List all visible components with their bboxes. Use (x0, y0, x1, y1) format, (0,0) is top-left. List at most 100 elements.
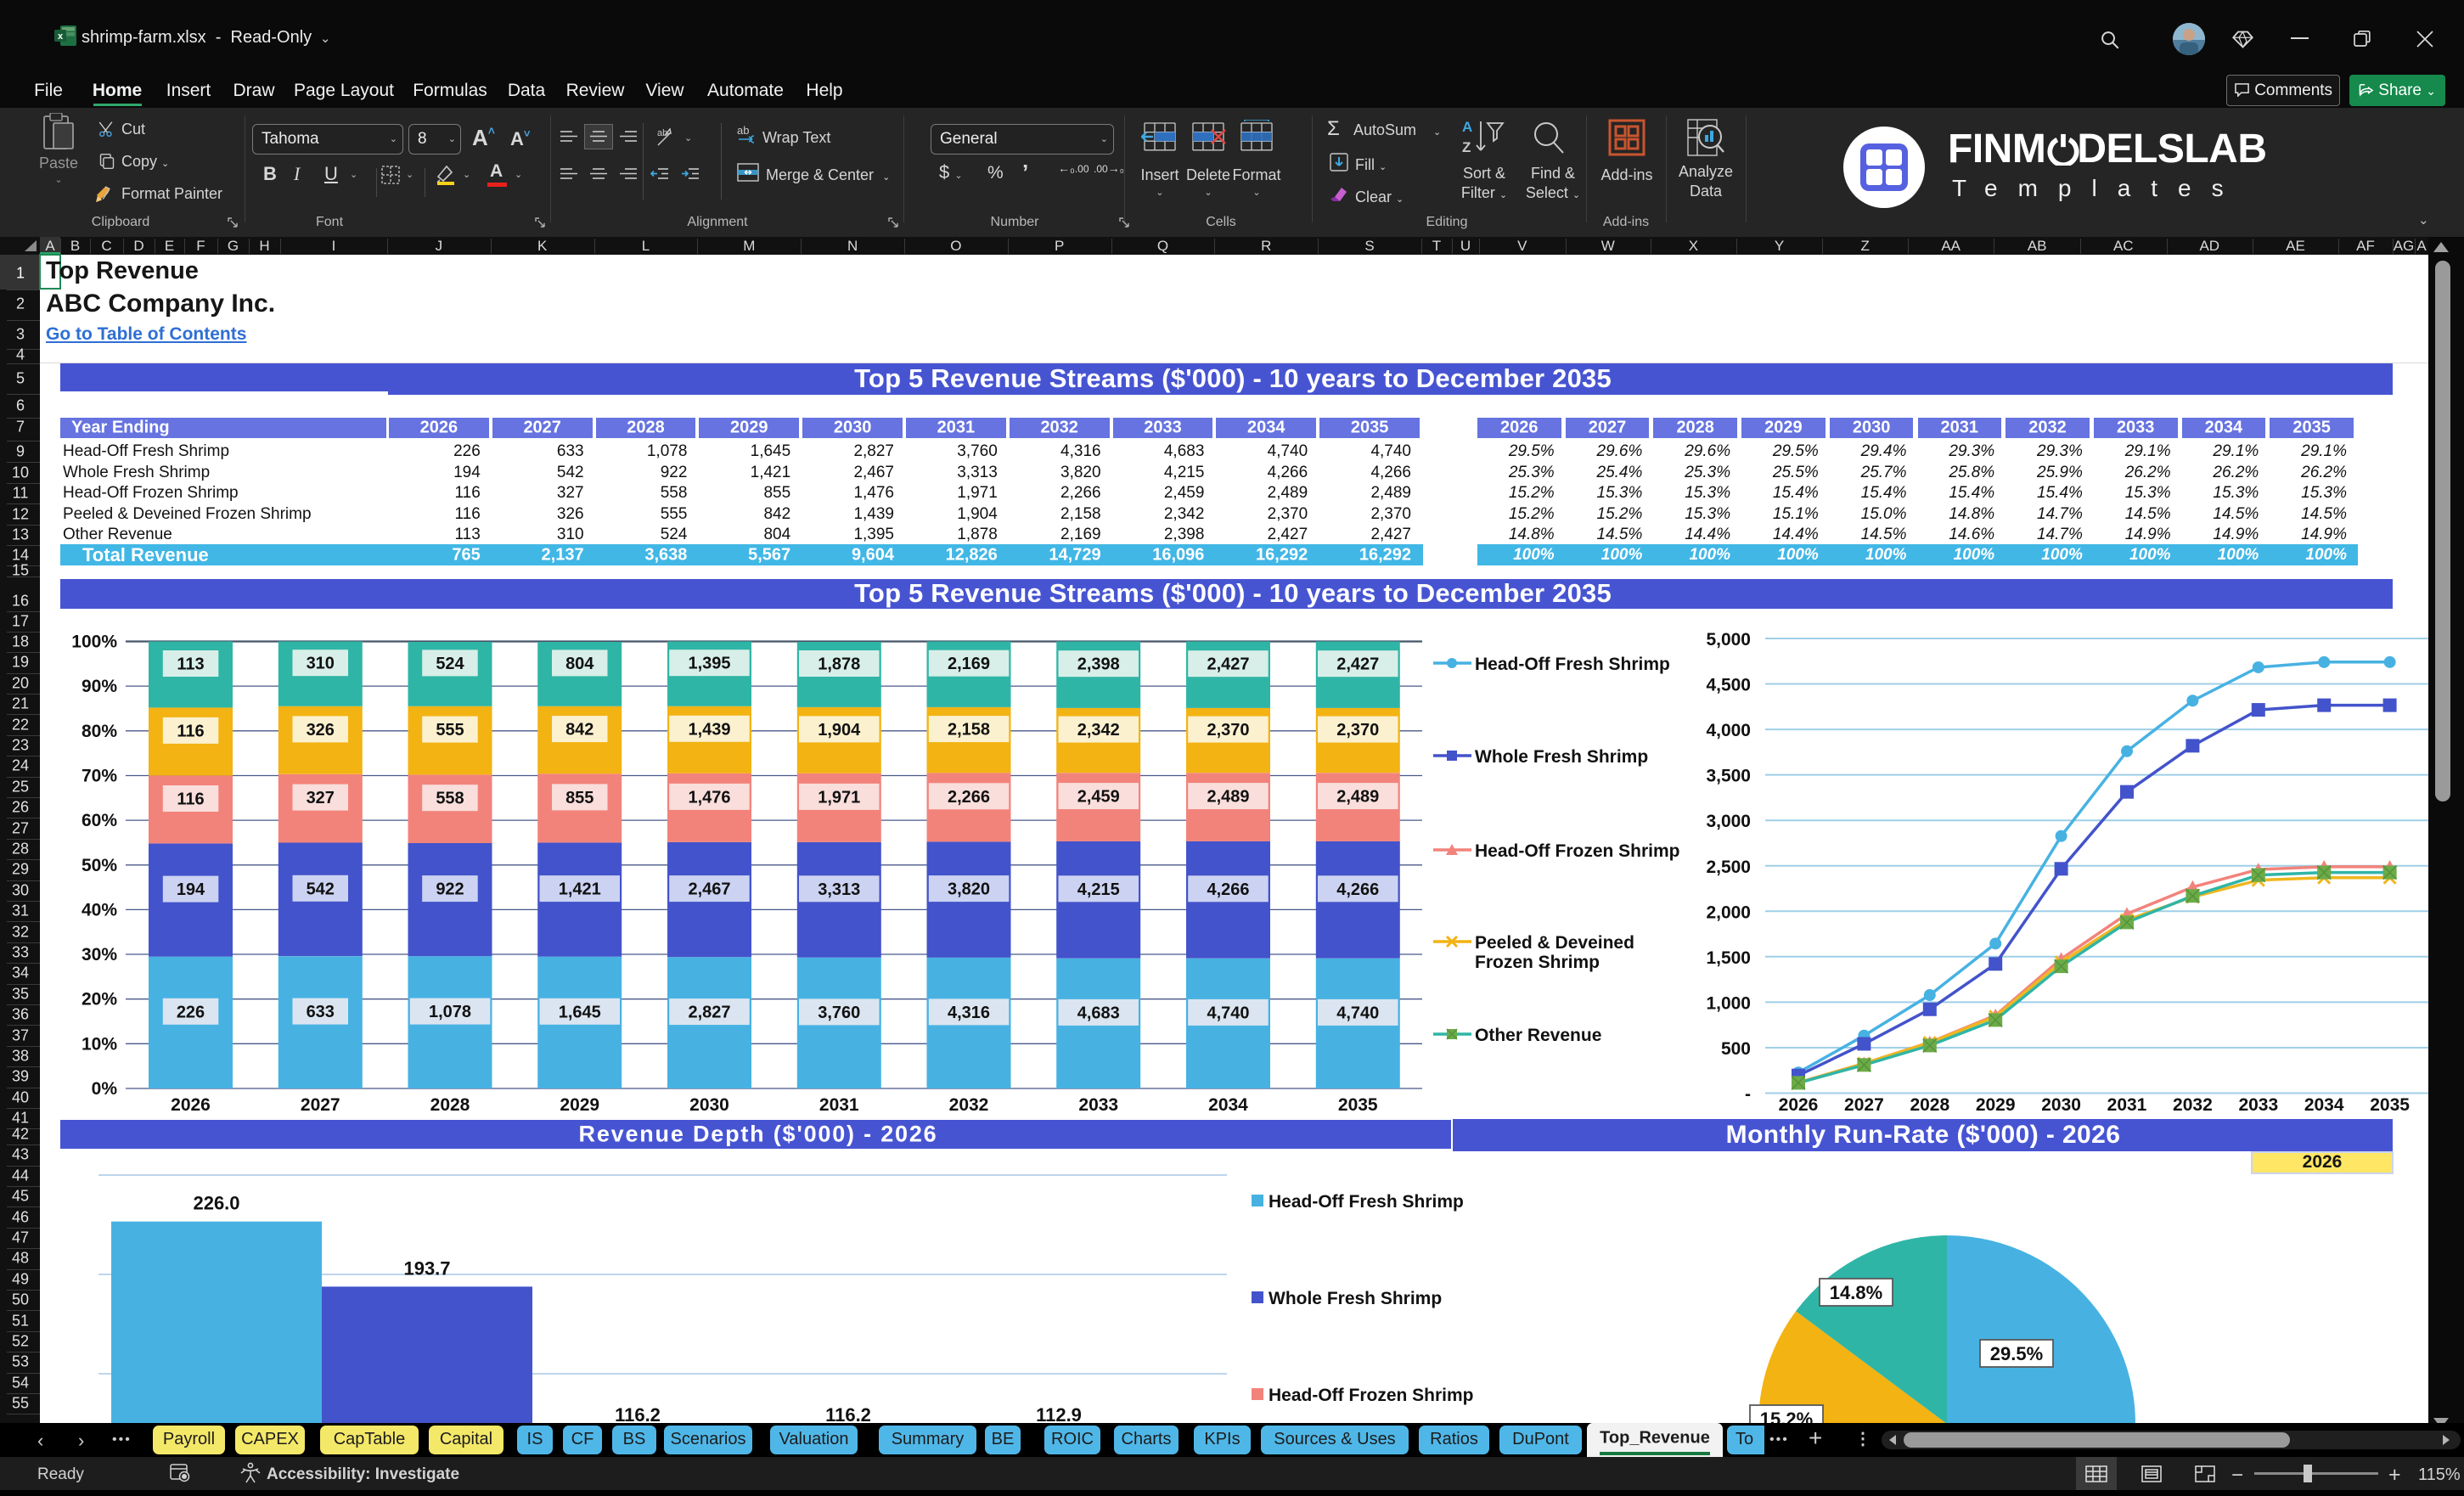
svg-text:2035: 2035 (1338, 1095, 1378, 1115)
svg-text:1,421: 1,421 (559, 880, 601, 899)
svg-text:2,370: 2,370 (1207, 721, 1249, 740)
svg-text:3,313: 3,313 (818, 880, 860, 899)
svg-text:2029: 2029 (1976, 1095, 2016, 1115)
svg-text:2028: 2028 (1910, 1095, 1949, 1115)
svg-text:112.9: 112.9 (1036, 1404, 1082, 1426)
svg-text:2,459: 2,459 (1077, 788, 1120, 807)
svg-text:1,395: 1,395 (688, 655, 730, 673)
svg-text:327: 327 (307, 789, 335, 807)
svg-text:2034: 2034 (1208, 1095, 1248, 1115)
svg-text:40%: 40% (82, 900, 117, 920)
svg-text:4,266: 4,266 (1336, 880, 1379, 899)
svg-text:116.2: 116.2 (825, 1404, 871, 1426)
svg-text:Head-Off Fresh Shrimp: Head-Off Fresh Shrimp (1269, 1192, 1464, 1212)
svg-text:60%: 60% (82, 811, 117, 830)
svg-text:4,215: 4,215 (1077, 880, 1120, 899)
svg-text:2031: 2031 (2107, 1095, 2147, 1115)
svg-text:2,489: 2,489 (1207, 788, 1249, 807)
svg-text:2028: 2028 (430, 1095, 470, 1115)
svg-text:555: 555 (436, 721, 464, 740)
svg-text:633: 633 (307, 1003, 335, 1021)
svg-text:4,316: 4,316 (948, 1004, 990, 1022)
svg-text:Head-Off Fresh Shrimp: Head-Off Fresh Shrimp (1475, 655, 1670, 674)
svg-text:2,467: 2,467 (688, 880, 730, 899)
svg-text:100%: 100% (71, 633, 117, 652)
svg-text:Whole Fresh Shrimp: Whole Fresh Shrimp (1269, 1289, 1442, 1308)
svg-text:2032: 2032 (949, 1095, 989, 1115)
svg-text:14.8%: 14.8% (1830, 1282, 1882, 1303)
svg-text:1,078: 1,078 (429, 1003, 471, 1021)
svg-text:113: 113 (177, 655, 204, 674)
svg-text:1,439: 1,439 (688, 720, 730, 739)
svg-text:2,827: 2,827 (688, 1004, 730, 1022)
svg-text:2,489: 2,489 (1336, 788, 1379, 807)
svg-text:Z: Z (1462, 139, 1471, 155)
svg-text:4,740: 4,740 (1207, 1004, 1249, 1022)
svg-text:3,760: 3,760 (818, 1004, 860, 1022)
svg-text:2030: 2030 (689, 1095, 729, 1115)
svg-text:2029: 2029 (560, 1095, 599, 1115)
svg-text:2,169: 2,169 (948, 655, 990, 673)
svg-text:1,476: 1,476 (688, 788, 730, 807)
svg-text:194: 194 (177, 880, 205, 899)
svg-text:4,266: 4,266 (1207, 880, 1249, 899)
svg-text:ab: ab (657, 128, 667, 138)
svg-text:Head-Off Frozen Shrimp: Head-Off Frozen Shrimp (1475, 841, 1680, 861)
svg-text:1,971: 1,971 (818, 788, 860, 807)
svg-text:2,398: 2,398 (1077, 655, 1120, 674)
svg-text:Frozen Shrimp: Frozen Shrimp (1475, 953, 1600, 972)
svg-text:30%: 30% (82, 945, 117, 965)
svg-text:2,500: 2,500 (1706, 858, 1751, 877)
svg-text:500: 500 (1721, 1039, 1751, 1059)
svg-text:4,740: 4,740 (1336, 1004, 1379, 1022)
svg-text:226: 226 (177, 1003, 205, 1021)
svg-text:2033: 2033 (2238, 1095, 2278, 1115)
svg-text:A: A (1462, 119, 1472, 135)
svg-text:2026: 2026 (171, 1095, 211, 1115)
svg-text:842: 842 (565, 721, 593, 740)
svg-text:x: x (58, 31, 64, 42)
svg-text:2,000: 2,000 (1706, 903, 1751, 922)
svg-text:2027: 2027 (1844, 1095, 1884, 1115)
svg-text:2032: 2032 (2173, 1095, 2213, 1115)
svg-text:2,266: 2,266 (948, 788, 990, 807)
svg-text:Peeled & Deveined: Peeled & Deveined (1475, 933, 1634, 953)
svg-text:ab: ab (737, 124, 749, 137)
svg-text:3,500: 3,500 (1706, 767, 1751, 786)
svg-text:-: - (1745, 1085, 1751, 1105)
svg-text:2033: 2033 (1078, 1095, 1118, 1115)
svg-text:116: 116 (177, 790, 204, 809)
svg-text:193.7: 193.7 (403, 1257, 450, 1279)
svg-text:542: 542 (307, 880, 335, 898)
svg-text:4,000: 4,000 (1706, 721, 1751, 740)
svg-text:20%: 20% (82, 990, 117, 1010)
svg-text:326: 326 (307, 721, 335, 740)
svg-text:2034: 2034 (2304, 1095, 2344, 1115)
svg-text:Head-Off Frozen Shrimp: Head-Off Frozen Shrimp (1269, 1386, 1474, 1405)
svg-text:3,820: 3,820 (948, 880, 990, 899)
svg-text:558: 558 (436, 790, 464, 808)
svg-text:90%: 90% (82, 677, 117, 696)
svg-text:2026: 2026 (1779, 1095, 1819, 1115)
svg-text:310: 310 (307, 655, 335, 673)
svg-text:2,370: 2,370 (1336, 721, 1379, 740)
svg-text:2,427: 2,427 (1207, 655, 1249, 674)
svg-text:804: 804 (565, 655, 594, 673)
svg-text:3,000: 3,000 (1706, 812, 1751, 831)
svg-text:116: 116 (177, 722, 204, 740)
svg-text:10%: 10% (82, 1034, 117, 1054)
svg-text:1,000: 1,000 (1706, 993, 1751, 1013)
svg-text:29.5%: 29.5% (1990, 1343, 2043, 1364)
svg-text:Whole Fresh Shrimp: Whole Fresh Shrimp (1475, 747, 1648, 767)
svg-text:4,683: 4,683 (1077, 1004, 1120, 1022)
svg-text:1,878: 1,878 (818, 655, 860, 674)
svg-text:70%: 70% (82, 767, 117, 786)
svg-text:Other Revenue: Other Revenue (1475, 1026, 1601, 1045)
svg-text:80%: 80% (82, 722, 117, 741)
svg-text:0%: 0% (92, 1079, 118, 1099)
svg-text:2,427: 2,427 (1336, 655, 1379, 674)
svg-text:5,000: 5,000 (1706, 630, 1751, 650)
svg-text:1,500: 1,500 (1706, 948, 1751, 968)
svg-text:855: 855 (565, 789, 593, 807)
svg-text:1,904: 1,904 (818, 721, 861, 740)
